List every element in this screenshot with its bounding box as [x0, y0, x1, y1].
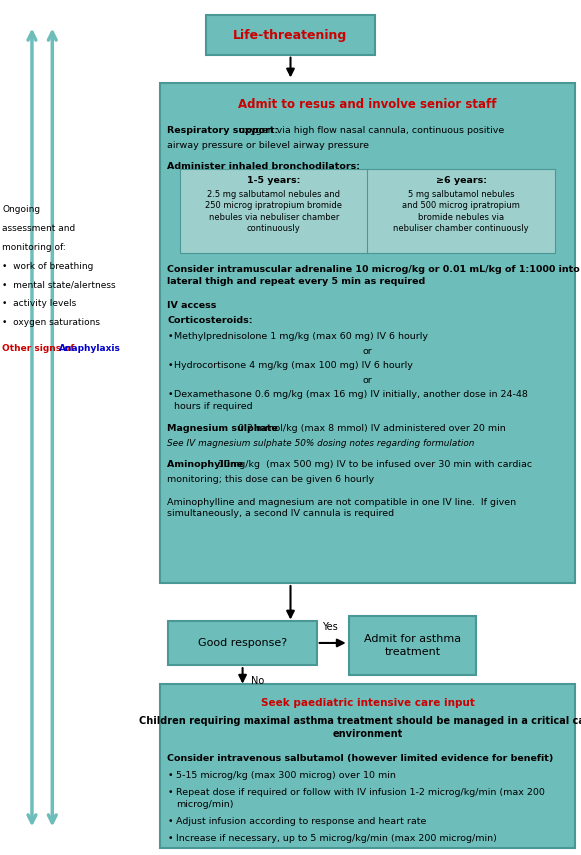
Text: 5 mg salbutamol nebules
and 500 microg ipratropium
bromide nebules via
nebuliser: 5 mg salbutamol nebules and 500 microg i…	[393, 190, 529, 233]
Text: Admit to resus and involve senior staff: Admit to resus and involve senior staff	[238, 98, 497, 111]
Text: Corticosteroids:: Corticosteroids:	[167, 316, 253, 326]
Text: •  oxygen saturations: • oxygen saturations	[2, 318, 101, 327]
Text: Magnesium sulphate: Magnesium sulphate	[167, 424, 281, 433]
Text: Aminophylline: Aminophylline	[167, 460, 247, 469]
Text: See IV magnesium sulphate 50% dosing notes regarding formulation: See IV magnesium sulphate 50% dosing not…	[167, 439, 475, 449]
Text: assessment and: assessment and	[2, 224, 76, 233]
Text: •: •	[167, 332, 173, 341]
FancyBboxPatch shape	[180, 169, 555, 253]
Text: •: •	[167, 771, 173, 781]
Text: •: •	[167, 361, 173, 370]
FancyBboxPatch shape	[168, 621, 317, 665]
Text: 10mg/kg  (max 500 mg) IV to be infused over 30 min with cardiac: 10mg/kg (max 500 mg) IV to be infused ov…	[218, 460, 532, 469]
Text: 2.5 mg salbutamol nebules and
250 microg ipratropium bromide
nebules via nebulis: 2.5 mg salbutamol nebules and 250 microg…	[205, 190, 342, 233]
FancyBboxPatch shape	[349, 616, 476, 675]
Text: monitoring; this dose can be given 6 hourly: monitoring; this dose can be given 6 hou…	[167, 475, 374, 485]
Text: ≥6 years:: ≥6 years:	[436, 176, 487, 186]
Text: 5-15 microg/kg (max 300 microg) over 10 min: 5-15 microg/kg (max 300 microg) over 10 …	[176, 771, 396, 781]
Text: Ongoing: Ongoing	[2, 205, 41, 215]
Text: Repeat dose if required or follow with IV infusion 1-2 microg/kg/min (max 200
mi: Repeat dose if required or follow with I…	[176, 788, 545, 809]
Text: Dexamethasone 0.6 mg/kg (max 16 mg) IV initially, another dose in 24-48
hours if: Dexamethasone 0.6 mg/kg (max 16 mg) IV i…	[174, 390, 528, 410]
Text: •: •	[167, 390, 173, 399]
Text: Life-threatening: Life-threatening	[234, 28, 347, 42]
Text: No: No	[251, 676, 264, 687]
FancyBboxPatch shape	[160, 684, 575, 848]
Text: •  work of breathing: • work of breathing	[2, 262, 94, 271]
Text: or: or	[363, 376, 372, 386]
Text: Adjust infusion according to response and heart rate: Adjust infusion according to response an…	[176, 817, 426, 827]
FancyBboxPatch shape	[160, 83, 575, 583]
Text: Other signs of: Other signs of	[2, 344, 78, 353]
Text: Admit for asthma
treatment: Admit for asthma treatment	[364, 634, 461, 657]
Text: or: or	[363, 347, 372, 357]
Text: Yes: Yes	[322, 622, 338, 632]
Text: oxygen via high flow nasal cannula, continuous positive: oxygen via high flow nasal cannula, cont…	[236, 126, 504, 135]
Text: monitoring of:: monitoring of:	[2, 243, 66, 252]
FancyBboxPatch shape	[206, 15, 375, 55]
Text: •  activity levels: • activity levels	[2, 299, 77, 309]
Text: Administer inhaled bronchodilators:: Administer inhaled bronchodilators:	[167, 162, 360, 172]
Text: airway pressure or bilevel airway pressure: airway pressure or bilevel airway pressu…	[167, 141, 370, 150]
Text: Hydrocortisone 4 mg/kg (max 100 mg) IV 6 hourly: Hydrocortisone 4 mg/kg (max 100 mg) IV 6…	[174, 361, 413, 370]
Text: IV access: IV access	[167, 301, 217, 310]
Text: Good response?: Good response?	[198, 638, 287, 648]
Text: •: •	[167, 834, 173, 844]
Text: Anaphylaxis: Anaphylaxis	[59, 344, 121, 353]
Text: Methylprednisolone 1 mg/kg (max 60 mg) IV 6 hourly: Methylprednisolone 1 mg/kg (max 60 mg) I…	[174, 332, 428, 341]
Text: Respiratory support:: Respiratory support:	[167, 126, 278, 135]
Text: 0.2 mmol/kg (max 8 mmol) IV administered over 20 min: 0.2 mmol/kg (max 8 mmol) IV administered…	[238, 424, 506, 433]
Text: •  mental state/alertness: • mental state/alertness	[2, 280, 116, 290]
Text: •: •	[167, 788, 173, 798]
Text: Increase if necessary, up to 5 microg/kg/min (max 200 microg/min): Increase if necessary, up to 5 microg/kg…	[176, 834, 497, 844]
Text: Seek paediatric intensive care input: Seek paediatric intensive care input	[260, 698, 475, 708]
Text: •: •	[167, 817, 173, 827]
Text: 1-5 years:: 1-5 years:	[247, 176, 300, 186]
Text: Consider intravenous salbutamol (however limited evidence for benefit): Consider intravenous salbutamol (however…	[167, 754, 554, 764]
Text: Aminophylline and magnesium are not compatible in one IV line.  If given
simulta: Aminophylline and magnesium are not comp…	[167, 498, 517, 518]
Text: Consider intramuscular adrenaline 10 microg/kg or 0.01 mL/kg of 1:1000 into the
: Consider intramuscular adrenaline 10 mic…	[167, 265, 581, 286]
Text: Children requiring maximal asthma treatment should be managed in a critical care: Children requiring maximal asthma treatm…	[139, 716, 581, 740]
